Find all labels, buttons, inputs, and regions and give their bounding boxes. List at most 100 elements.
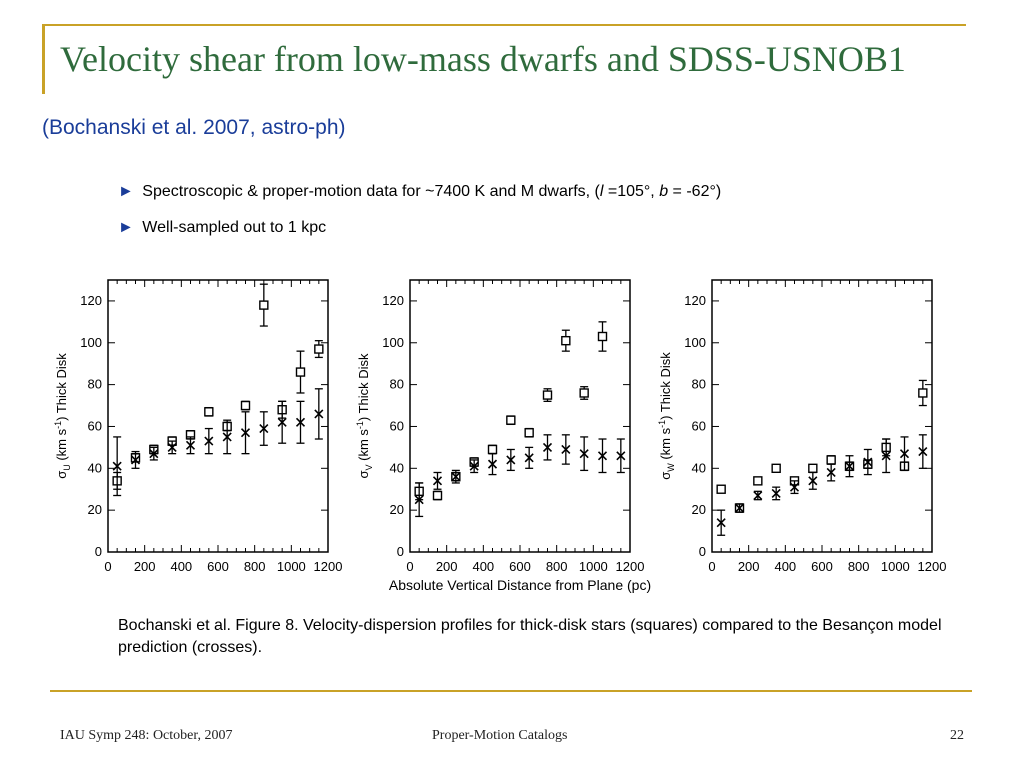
- y-tick-label: 0: [397, 544, 404, 559]
- bullet-text: Spectroscopic & proper-motion data for ~…: [142, 183, 600, 200]
- data-point-cross: [753, 490, 763, 501]
- plot-frame: [711, 279, 933, 553]
- y-tick-label: 40: [390, 460, 404, 475]
- x-tick-label: 1000: [579, 559, 608, 574]
- data-point-cross: [844, 461, 855, 471]
- data-point-cross: [487, 459, 498, 469]
- bullet-arrow-icon: ►: [118, 183, 134, 200]
- data-point-cross: [414, 495, 424, 505]
- data-point-cross: [185, 440, 196, 450]
- data-point-cross: [716, 518, 726, 528]
- plot-frame: [107, 279, 329, 553]
- y-axis-label: σV (km s-1) Thick Disk: [355, 353, 374, 479]
- data-point-cross: [204, 436, 214, 446]
- data-point-square: [204, 407, 214, 417]
- data-point-square: [561, 335, 571, 346]
- y-tick-label: 80: [692, 377, 706, 392]
- figure-panels: 0 20 40 60 80 100 120 0 200 400 600 800 1000 1200 σU (…: [0, 270, 1024, 600]
- y-tick-label: 120: [382, 293, 404, 308]
- x-tick-label: 1000: [881, 559, 910, 574]
- title-accent-bar: [42, 24, 45, 94]
- x-tick-label: 800: [848, 559, 870, 574]
- data-point-square: [918, 388, 928, 398]
- data-point-cross: [149, 449, 159, 459]
- x-tick-label: 0: [406, 559, 413, 574]
- data-point-cross: [789, 482, 800, 492]
- y-tick-label: 120: [684, 293, 706, 308]
- figure-caption: Bochanski et al. Figure 8. Velocity-disp…: [118, 617, 942, 656]
- top-rule: [42, 24, 966, 26]
- x-tick-label: 400: [774, 559, 796, 574]
- data-point-square: [314, 344, 324, 354]
- data-point-square: [524, 428, 534, 438]
- data-point-cross: [597, 451, 608, 461]
- data-point-cross: [277, 417, 287, 427]
- x-tick-label: 400: [472, 559, 494, 574]
- y-tick-label: 20: [88, 502, 102, 517]
- data-point-cross: [616, 451, 626, 461]
- data-point-cross: [451, 472, 461, 482]
- x-tick-label: 1200: [616, 559, 645, 574]
- data-point-cross: [918, 447, 928, 457]
- x-tick-label: 1000: [277, 559, 306, 574]
- bullet-list: ► Spectroscopic & proper-motion data for…: [118, 183, 721, 255]
- data-point-square: [716, 484, 726, 494]
- x-tick-label: 1200: [314, 559, 343, 574]
- data-point-cross: [167, 442, 177, 452]
- slide-title: Velocity shear from low-mass dwarfs and …: [60, 39, 906, 79]
- data-point-cross: [863, 457, 873, 467]
- y-tick-label: 60: [692, 418, 706, 433]
- data-point-cross: [561, 444, 571, 455]
- data-point-square: [597, 331, 608, 342]
- y-tick-label: 20: [692, 502, 706, 517]
- y-tick-label: 100: [382, 335, 404, 350]
- data-point-square: [240, 400, 251, 411]
- data-point-cross: [295, 417, 306, 427]
- data-point-cross: [240, 428, 251, 438]
- data-point-square: [259, 300, 269, 310]
- data-point-cross: [579, 449, 589, 459]
- data-point-square: [542, 390, 553, 400]
- bullet-var-b: b: [659, 183, 669, 200]
- y-tick-label: 100: [684, 335, 706, 350]
- data-point-cross: [808, 476, 818, 486]
- x-axis-label: Absolute Vertical Distance from Plane (p…: [389, 577, 651, 593]
- x-tick-label: 1200: [918, 559, 947, 574]
- data-point-square: [432, 490, 443, 501]
- y-axis-label: σW (km s-1) Thick Disk: [657, 352, 676, 480]
- y-tick-label: 60: [390, 418, 404, 433]
- data-point-square: [579, 388, 589, 398]
- slide-subtitle: (Bochanski et al. 2007, astro-ph): [42, 116, 346, 139]
- data-point-cross: [524, 453, 534, 463]
- y-tick-label: 40: [692, 460, 706, 475]
- y-tick-label: 60: [88, 418, 102, 433]
- x-tick-label: 600: [207, 559, 229, 574]
- y-axis-label: σU (km s-1) Thick Disk: [53, 353, 72, 479]
- x-tick-label: 600: [811, 559, 833, 574]
- x-tick-label: 0: [708, 559, 715, 574]
- y-tick-label: 80: [390, 377, 404, 392]
- bullet-text: = -62°): [668, 183, 722, 200]
- bullet-item: ► Well-sampled out to 1 kpc: [118, 219, 721, 255]
- data-point-cross: [826, 467, 836, 478]
- data-point-square: [506, 415, 516, 425]
- data-point-square: [487, 444, 498, 455]
- plot-frame: [409, 279, 631, 553]
- data-point-square: [771, 463, 781, 474]
- data-point-cross: [734, 503, 745, 513]
- bullet-arrow-icon: ►: [118, 219, 134, 236]
- x-tick-label: 200: [738, 559, 760, 574]
- x-tick-label: 800: [546, 559, 568, 574]
- bullet-item: ► Spectroscopic & proper-motion data for…: [118, 183, 721, 219]
- data-point-cross: [881, 451, 891, 461]
- data-point-cross: [130, 455, 141, 465]
- x-tick-label: 200: [134, 559, 156, 574]
- x-tick-label: 800: [244, 559, 266, 574]
- bottom-rule: [50, 690, 972, 692]
- data-point-cross: [432, 476, 443, 486]
- y-tick-label: 40: [88, 460, 102, 475]
- x-tick-label: 600: [509, 559, 531, 574]
- data-point-cross: [506, 455, 516, 465]
- bullet-text: Well-sampled out to 1 kpc: [142, 219, 327, 236]
